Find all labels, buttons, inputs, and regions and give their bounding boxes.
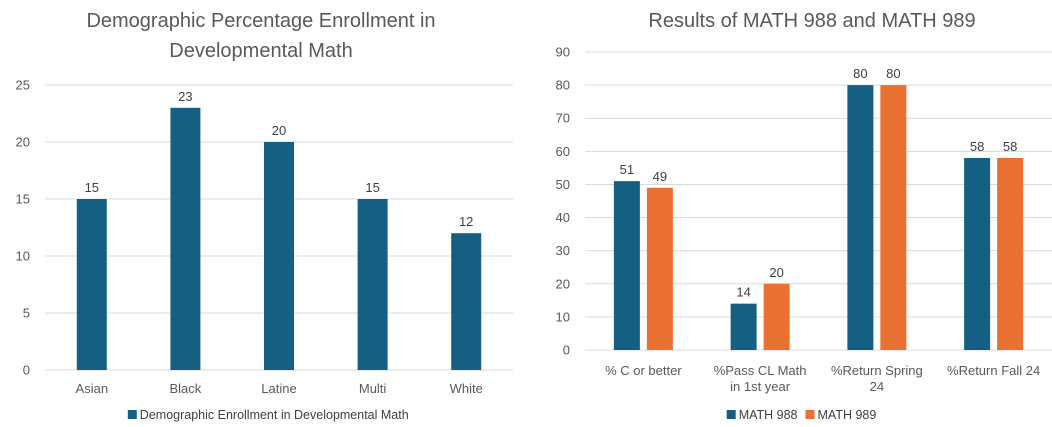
y-tick-label: 20 bbox=[556, 276, 570, 291]
x-category-label: % C or better bbox=[605, 363, 682, 378]
bar bbox=[357, 199, 388, 370]
y-tick-label: 20 bbox=[16, 135, 30, 150]
y-tick-label: 15 bbox=[16, 192, 30, 207]
y-tick-label: 60 bbox=[556, 144, 570, 159]
y-tick-label: 40 bbox=[556, 210, 570, 225]
legend-swatch bbox=[805, 410, 815, 419]
bar bbox=[170, 107, 201, 371]
data-label: 20 bbox=[769, 265, 783, 280]
data-label: 15 bbox=[85, 180, 99, 195]
chart-title-line: Developmental Math bbox=[169, 40, 352, 62]
data-label: 20 bbox=[272, 123, 286, 138]
y-tick-label: 10 bbox=[556, 309, 570, 324]
legend: MATH 988 MATH 989 bbox=[726, 408, 877, 422]
chart-title-line: Demographic Percentage Enrollment in bbox=[86, 10, 435, 32]
y-tick-label: 50 bbox=[556, 177, 570, 192]
x-category-label: Black bbox=[170, 381, 202, 396]
bar bbox=[964, 157, 991, 350]
bar bbox=[763, 283, 790, 350]
data-label: 15 bbox=[365, 180, 379, 195]
math-results-chart: Results of MATH 988 and MATH 989 0 10 20 30 4… bbox=[556, 10, 1052, 422]
data-label: 80 bbox=[886, 66, 900, 81]
bar bbox=[880, 85, 907, 350]
data-label: 58 bbox=[970, 139, 984, 154]
x-category-label: %Pass CL Math bbox=[714, 363, 807, 378]
x-category-label: in 1st year bbox=[730, 379, 791, 394]
bar bbox=[264, 142, 294, 370]
x-category-label: Multi bbox=[359, 381, 387, 396]
bar bbox=[76, 199, 107, 370]
data-label: 49 bbox=[653, 169, 667, 184]
data-label: 12 bbox=[459, 214, 473, 229]
data-label: 51 bbox=[620, 162, 634, 177]
x-category-label: White bbox=[450, 381, 483, 396]
data-label: 14 bbox=[736, 285, 750, 300]
y-tick-label: 5 bbox=[23, 306, 30, 321]
chart-title-line: Results of MATH 988 and MATH 989 bbox=[648, 10, 975, 32]
legend: Demographic Enrollment in Developmental … bbox=[127, 408, 409, 422]
legend-label: Demographic Enrollment in Developmental … bbox=[140, 408, 409, 422]
y-tick-label: 90 bbox=[556, 45, 570, 60]
x-category-label: %Return Fall 24 bbox=[947, 363, 1040, 378]
bar bbox=[730, 303, 757, 350]
bar bbox=[646, 187, 673, 350]
bar bbox=[613, 181, 640, 350]
legend-swatch bbox=[726, 410, 736, 419]
legend-label: MATH 989 bbox=[818, 408, 877, 422]
legend-label: MATH 988 bbox=[739, 408, 798, 422]
x-category-label: Asian bbox=[76, 381, 109, 396]
y-tick-label: 0 bbox=[563, 343, 570, 358]
y-tick-label: 25 bbox=[16, 78, 30, 93]
y-tick-label: 0 bbox=[23, 363, 30, 378]
data-label: 80 bbox=[853, 66, 867, 81]
x-category-label: %Return Spring bbox=[831, 363, 923, 378]
bar bbox=[847, 85, 874, 350]
bar bbox=[451, 233, 482, 370]
data-label: 23 bbox=[178, 89, 192, 104]
data-label: 58 bbox=[1003, 139, 1017, 154]
y-tick-label: 80 bbox=[556, 78, 570, 93]
x-category-label: 24 bbox=[870, 379, 884, 394]
y-tick-label: 30 bbox=[556, 243, 570, 258]
y-tick-label: 10 bbox=[16, 249, 30, 264]
bar bbox=[997, 157, 1024, 350]
demographic-enrollment-chart: Demographic Percentage Enrollment in Deve… bbox=[16, 10, 513, 422]
legend-swatch bbox=[127, 410, 137, 419]
y-tick-label: 70 bbox=[556, 111, 570, 126]
x-category-label: Latine bbox=[261, 381, 296, 396]
